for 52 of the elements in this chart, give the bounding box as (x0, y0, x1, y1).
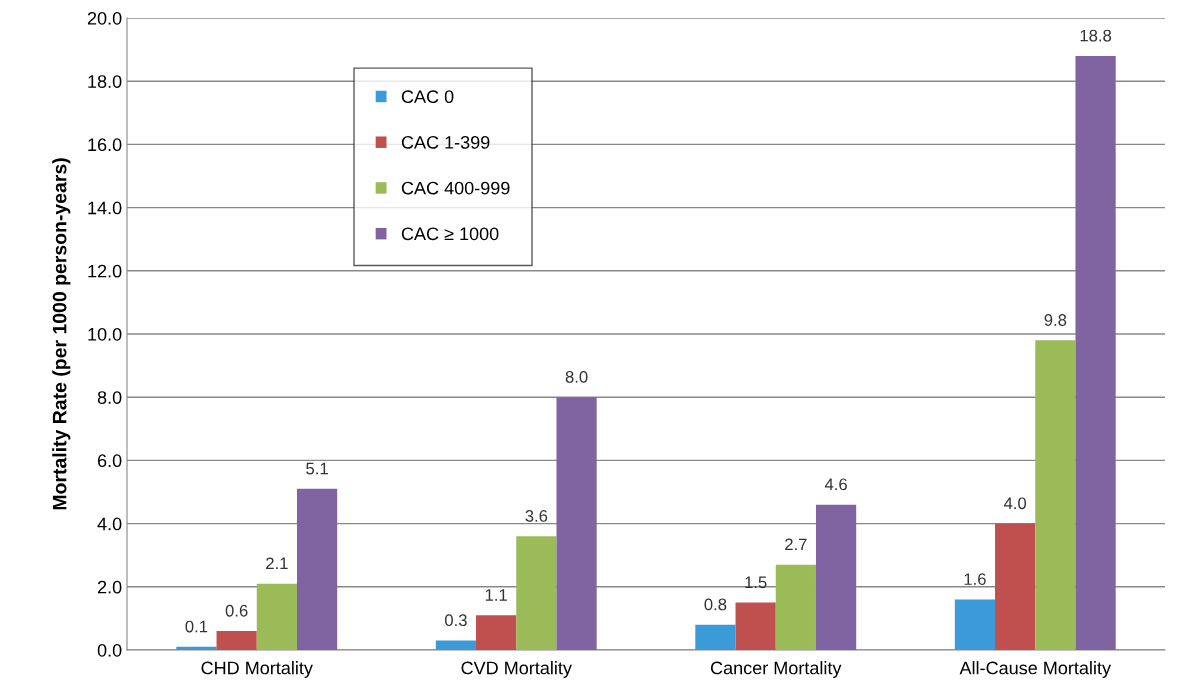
bar (1075, 55, 1116, 650)
data-label: 1.6 (964, 573, 986, 586)
bar (516, 536, 557, 650)
y-tick-label: 2.0 (97, 580, 122, 594)
bar (954, 599, 996, 650)
data-label: 4.0 (1003, 497, 1027, 510)
data-label: 18.8 (1080, 29, 1112, 42)
data-label: 0.1 (185, 620, 208, 633)
bar (296, 488, 338, 650)
bar (435, 640, 477, 650)
x-tick-label: CVD Mortality (461, 661, 572, 678)
data-label: 2.7 (785, 538, 807, 551)
data-label: 1.1 (485, 589, 507, 601)
data-label: 0.8 (704, 598, 727, 611)
data-label: 8.0 (565, 370, 588, 383)
bar (735, 602, 776, 650)
data-label: 1.5 (745, 576, 767, 589)
x-tick-label: Cancer Mortality (710, 661, 842, 678)
bar (256, 583, 297, 650)
x-tick-label: All-Cause Mortality (959, 661, 1111, 678)
y-axis-title: Mortality Rate (per 1000 person-years) (52, 158, 71, 510)
legend-label: CAC ≥ 1000 (401, 227, 499, 241)
y-tick-label: 0.0 (97, 643, 122, 657)
bar (216, 631, 257, 650)
legend-label: CAC 1-399 (401, 135, 490, 149)
y-tick-label: 6.0 (97, 454, 122, 468)
data-label: 3.6 (525, 510, 548, 522)
y-tick-label: 10.0 (88, 327, 122, 341)
data-label: 4.6 (824, 478, 847, 491)
bar (995, 523, 1036, 650)
data-label: 0.3 (444, 614, 467, 627)
y-tick-label: 16.0 (88, 138, 122, 152)
bar (476, 615, 517, 650)
data-label: 5.1 (306, 462, 328, 475)
bar (556, 397, 597, 650)
legend-label: CAC 0 (401, 90, 454, 104)
y-tick-label: 4.0 (97, 517, 122, 531)
x-tick-label: CHD Mortality (201, 661, 313, 678)
data-label: 0.6 (225, 604, 248, 617)
y-tick-label: 8.0 (97, 391, 122, 404)
bar (176, 646, 217, 650)
bar (775, 564, 816, 650)
y-tick-label: 18.0 (88, 75, 122, 88)
bar (815, 504, 857, 650)
bar (1035, 340, 1076, 650)
legend-label: CAC 400-999 (401, 181, 510, 195)
data-label: 9.8 (1044, 314, 1067, 326)
y-tick-label: 12.0 (88, 264, 122, 278)
y-tick-label: 20.0 (87, 11, 122, 25)
y-tick-label: 14.0 (88, 201, 122, 215)
bar (695, 624, 736, 650)
data-label: 2.1 (266, 557, 288, 570)
